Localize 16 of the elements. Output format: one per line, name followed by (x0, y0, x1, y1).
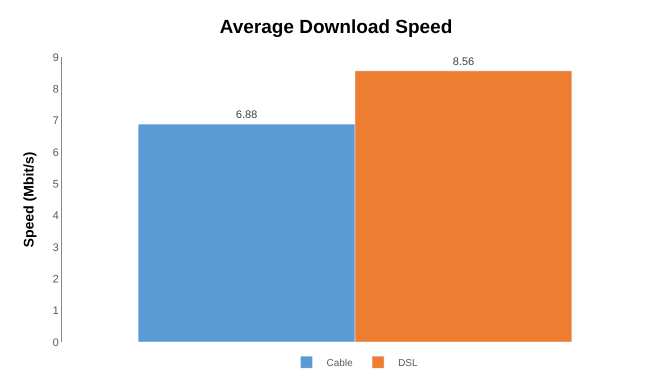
y-tick-label: 0 (52, 336, 59, 349)
y-tick-label: 1 (52, 305, 59, 318)
y-tick-label: 9 (52, 52, 59, 64)
y-tick-label: 2 (52, 274, 59, 286)
legend-label: DSL (398, 358, 418, 370)
y-tick-label: 3 (52, 242, 59, 254)
data-label: 6.88 (236, 109, 258, 122)
data-label: 8.56 (452, 56, 474, 68)
y-tick-label: 8 (52, 84, 59, 96)
legend-label: Cable (326, 358, 354, 370)
y-tick-label: 4 (52, 210, 59, 222)
y-tick-label: 6 (52, 146, 59, 159)
y-tick-label: 5 (52, 178, 59, 191)
y-tick-label: 7 (52, 115, 59, 128)
y-axis-title: Speed (Mbit/s) (20, 152, 36, 248)
chart-title: Average Download Speed (220, 16, 452, 38)
